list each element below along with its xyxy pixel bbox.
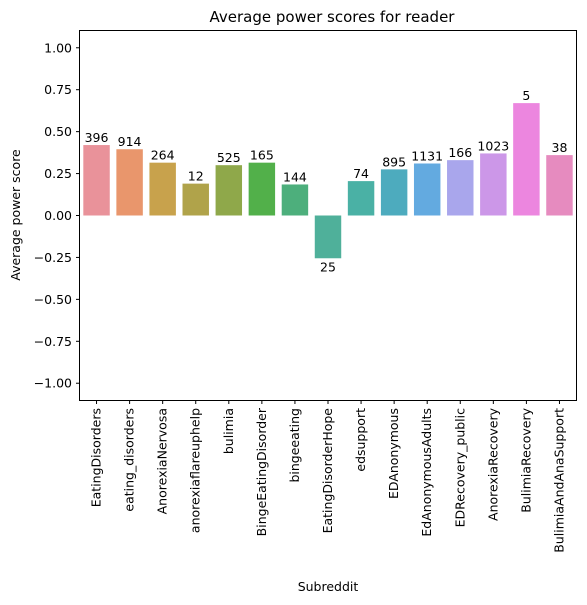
bar-EDAnonymous bbox=[380, 169, 408, 216]
x-tick-label-anorexiaflareuphelp: anorexiaflareuphelp bbox=[188, 408, 203, 533]
y-tick-label: 0.50 bbox=[44, 124, 72, 139]
bar-label-EDRecovery_public: 166 bbox=[448, 145, 472, 160]
bar-EdAnonymousAdults bbox=[413, 163, 441, 216]
y-tick-label: 1.00 bbox=[44, 40, 72, 55]
bar-label-AnorexiaRecovery: 1023 bbox=[477, 138, 509, 153]
bars-group bbox=[83, 103, 573, 259]
bar-bingeeating bbox=[281, 184, 309, 216]
bar-label-EdAnonymousAdults: 1131 bbox=[411, 149, 443, 164]
bar-label-bingeeating: 144 bbox=[283, 169, 307, 184]
bar-bulimia bbox=[215, 165, 243, 216]
bar-EatingDisorderHope bbox=[314, 215, 342, 259]
x-axis-title: Subreddit bbox=[298, 579, 359, 594]
bar-label-edsupport: 74 bbox=[353, 166, 369, 181]
bar-anorexiaflareuphelp bbox=[182, 183, 209, 216]
bar-BingeEatingDisorder bbox=[248, 162, 276, 216]
bar-AnorexiaNervosa bbox=[149, 162, 176, 216]
y-axis: 1.00 0.75 0.50 0.25 0.00 −0.25 −0.50 −0.75 −1.00 bbox=[34, 40, 80, 391]
x-tick-label-EatingDisorderHope: EatingDisorderHope bbox=[320, 408, 335, 534]
y-tick-label: −1.00 bbox=[34, 376, 72, 391]
x-tick-label-EdAnonymousAdults: EdAnonymousAdults bbox=[419, 408, 434, 537]
bar-AnorexiaRecovery bbox=[480, 153, 507, 216]
bar-label-EatingDisorders: 396 bbox=[85, 130, 109, 145]
x-tick-label-AnorexiaNervosa: AnorexiaNervosa bbox=[155, 408, 170, 514]
chart-title: Average power scores for reader bbox=[210, 8, 456, 26]
x-tick-label-BulimiaAndAnaSupport: BulimiaAndAnaSupport bbox=[551, 408, 566, 553]
bar-labels-group: 396 914 264 12 525 165 144 25 74 895 1131 166 1023 5 3… bbox=[85, 88, 568, 274]
bar-label-EDAnonymous: 895 bbox=[382, 154, 406, 169]
bar-EDRecovery_public bbox=[447, 160, 474, 216]
x-tick-label-EDRecovery_public: EDRecovery_public bbox=[452, 408, 467, 527]
bar-label-BingeEatingDisorder: 165 bbox=[250, 148, 274, 163]
bar-EatingDisorders bbox=[83, 145, 110, 216]
bar-BulimiaAndAnaSupport bbox=[546, 155, 573, 216]
bar-label-BulimiaAndAnaSupport: 38 bbox=[552, 140, 568, 155]
y-tick-label: 0.00 bbox=[44, 208, 72, 223]
bar-label-AnorexiaNervosa: 264 bbox=[151, 148, 175, 163]
x-tick-label-BulimiaRecovery: BulimiaRecovery bbox=[518, 407, 533, 512]
x-tick-label-bingeeating: bingeeating bbox=[287, 408, 302, 483]
x-tick-label-EDAnonymous: EDAnonymous bbox=[386, 408, 401, 499]
y-tick-label: −0.50 bbox=[34, 292, 72, 307]
x-axis: EatingDisorders eating_disorders AnorexiaN… bbox=[89, 400, 566, 553]
y-tick-label: 0.75 bbox=[44, 82, 72, 97]
x-tick-label-EatingDisorders: EatingDisorders bbox=[89, 408, 104, 507]
x-tick-label-eating_disorders: eating_disorders bbox=[122, 408, 137, 512]
bar-BulimiaRecovery bbox=[513, 103, 540, 216]
bar-edsupport bbox=[347, 181, 375, 216]
x-tick-label-edsupport: edsupport bbox=[353, 408, 368, 472]
bar-label-anorexiaflareuphelp: 12 bbox=[188, 169, 204, 184]
x-tick-label-BingeEatingDisorder: BingeEatingDisorder bbox=[254, 407, 269, 536]
x-tick-label-AnorexiaRecovery: AnorexiaRecovery bbox=[485, 407, 500, 521]
bar-label-EatingDisorderHope: 25 bbox=[320, 259, 336, 274]
bar-label-eating_disorders: 914 bbox=[118, 134, 142, 149]
y-tick-label: −0.75 bbox=[34, 334, 72, 349]
x-tick-label-bulimia: bulimia bbox=[221, 408, 236, 454]
bar-label-bulimia: 525 bbox=[217, 150, 241, 165]
y-tick-label: −0.25 bbox=[34, 250, 72, 265]
y-tick-label: 0.25 bbox=[44, 166, 72, 181]
bar-label-BulimiaRecovery: 5 bbox=[522, 88, 530, 103]
y-axis-title: Average power score bbox=[8, 149, 23, 281]
bar-eating_disorders bbox=[116, 149, 143, 216]
